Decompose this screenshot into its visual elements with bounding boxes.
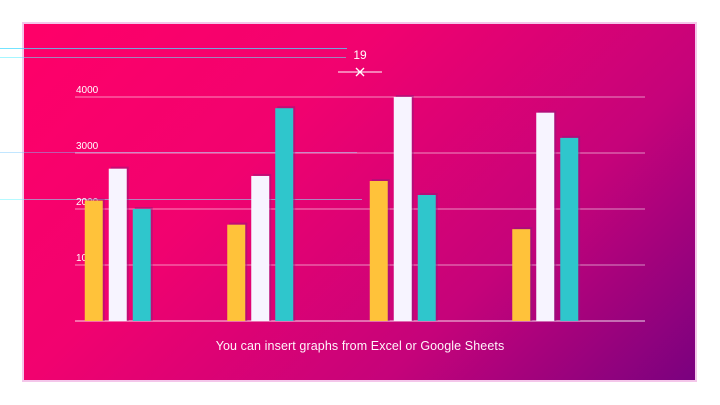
- guide-distance-label: 19: [353, 48, 367, 62]
- alignment-guide-line: [0, 48, 347, 49]
- guide-cross-icon: [338, 67, 382, 77]
- alignment-guide-line: [0, 152, 357, 153]
- alignment-guide-line: [0, 57, 346, 58]
- chart-caption: You can insert graphs from Excel or Goog…: [215, 339, 505, 353]
- alignment-guide-line: [0, 199, 362, 200]
